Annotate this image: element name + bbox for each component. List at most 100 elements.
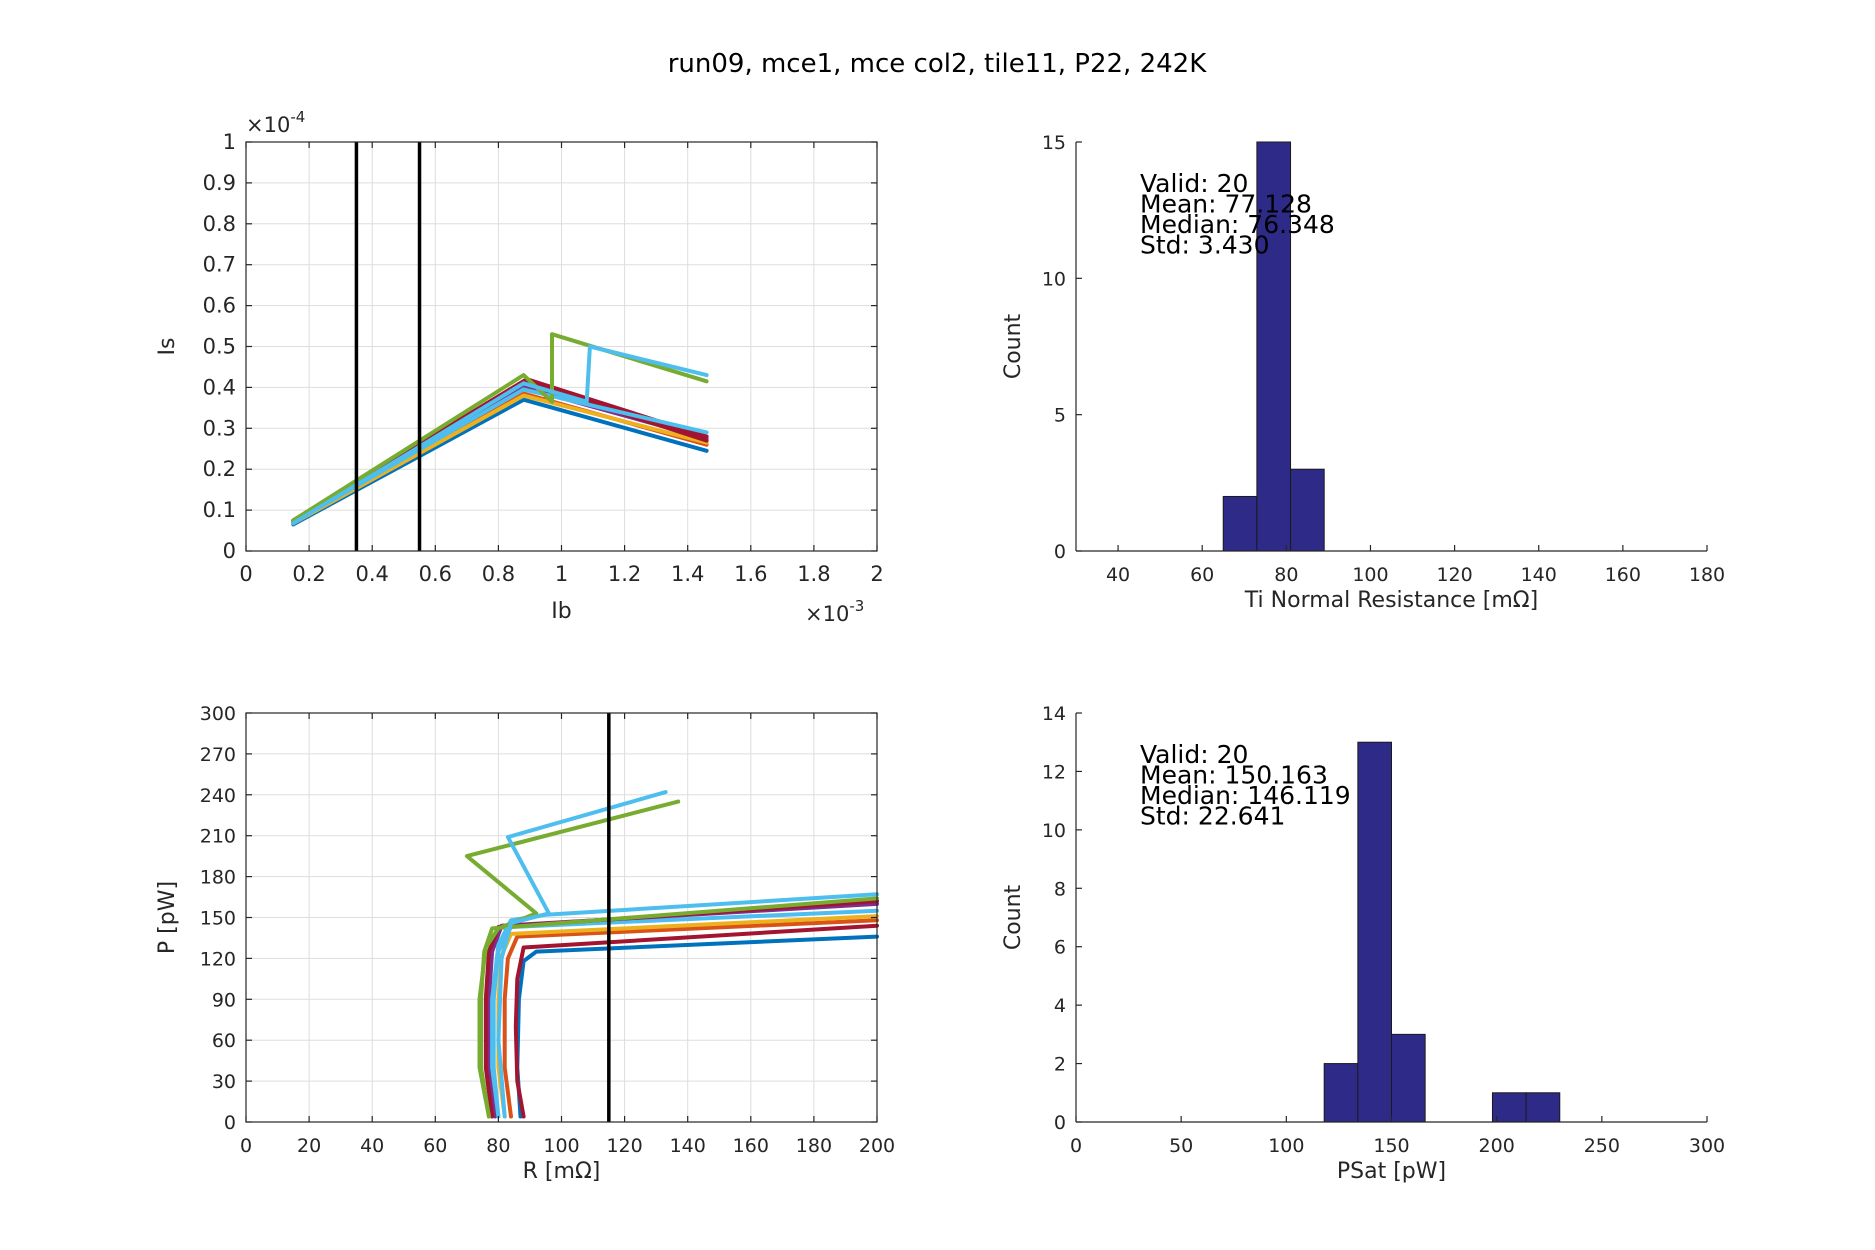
stats-line: Std: 22.641	[1140, 802, 1285, 831]
x-tick-label: 300	[1689, 1135, 1725, 1157]
power-resistance-axes: 0 20 40 60 80 100 120 140 160 180 200 0 30 60 90 120 150…	[155, 703, 895, 1184]
x-tick-label: 0.6	[419, 562, 452, 586]
x-tick-label: 40	[360, 1135, 384, 1157]
y-tick-label: 240	[200, 785, 236, 807]
x-tick-label: 20	[297, 1135, 321, 1157]
x-axis-label: PSat [pW]	[1337, 1159, 1446, 1184]
stats-line: Valid: 20	[1140, 740, 1248, 769]
y-tick-label: 180	[200, 867, 236, 889]
figure-title: run09, mce1, mce col2, tile11, P22, 242K	[668, 49, 1207, 79]
y-tick-label: 30	[212, 1071, 236, 1093]
y-tick-label: 0.9	[203, 171, 236, 195]
histogram-bar	[1525, 1092, 1561, 1123]
x-tick-label: 100	[1352, 564, 1388, 586]
y-tick-label: 10	[1042, 268, 1066, 290]
y-tick-label: 0.2	[203, 457, 236, 481]
x-tick-label: 1.4	[671, 562, 704, 586]
stats-line: Mean: 77.128	[1140, 190, 1312, 219]
y-tick-label: 6	[1054, 937, 1066, 959]
x-tick-label: 2	[870, 562, 883, 586]
stats-line: Std: 3.430	[1140, 231, 1269, 260]
histogram-bar	[1290, 468, 1325, 552]
y-tick-label: 12	[1042, 761, 1066, 783]
x-tick-label: 0.4	[355, 562, 388, 586]
x-tick-label: 150	[1373, 1135, 1409, 1157]
x-tick-label: 120	[606, 1135, 642, 1157]
histogram-bar	[1256, 141, 1292, 552]
x-tick-label: 180	[796, 1135, 832, 1157]
y-tick-label: 120	[200, 948, 236, 970]
x-tick-label: 0	[240, 1135, 252, 1157]
y-tick-label: 0.1	[203, 498, 236, 522]
y-axis-label: Count	[1001, 884, 1026, 950]
y-tick-label: 0	[1054, 541, 1066, 563]
y-tick-label: 210	[200, 826, 236, 848]
x-tick-label: 80	[486, 1135, 510, 1157]
x-tick-label: 1.2	[608, 562, 641, 586]
x-tick-label: 60	[423, 1135, 447, 1157]
x-tick-label: 200	[1479, 1135, 1515, 1157]
x-axis-label: Ib	[551, 599, 571, 624]
y-tick-label: 4	[1054, 995, 1066, 1017]
stats-line: Median: 146.119	[1140, 781, 1351, 810]
x-tick-label: 250	[1584, 1135, 1620, 1157]
y-tick-label: 14	[1042, 703, 1066, 725]
histogram-bar	[1323, 1063, 1359, 1123]
series-line	[496, 790, 668, 1119]
stats-line: Median: 76.348	[1140, 210, 1335, 239]
normal-resistance-histogram-axes: 40 60 80 100 120 140 160 180 0 5 10 15 Ti Normal Res…	[1001, 132, 1725, 613]
x-tick-label: 1.6	[734, 562, 767, 586]
y-tick-label: 0.6	[203, 294, 236, 318]
y-tick-label: 0.4	[203, 375, 236, 399]
series-line	[515, 934, 879, 1119]
y-tick-label: 0.3	[203, 416, 236, 440]
x-tick-label: 160	[733, 1135, 769, 1157]
x-tick-label: 0.2	[292, 562, 325, 586]
x-tick-label: 180	[1689, 564, 1725, 586]
x-tick-label: 0	[1070, 1135, 1082, 1157]
y-tick-label: 150	[200, 908, 236, 930]
x-axis-label: R [mΩ]	[523, 1159, 601, 1184]
histogram-bar	[1491, 1092, 1527, 1123]
series-line	[502, 918, 879, 1119]
x-tick-label: 160	[1605, 564, 1641, 586]
y-tick-label: 5	[1054, 405, 1066, 427]
x-tick-label: 60	[1190, 564, 1214, 586]
series-line	[291, 344, 709, 526]
y-tick-label: 0	[223, 539, 236, 563]
y-axis-label: Count	[1001, 313, 1026, 379]
x-tick-label: 100	[543, 1135, 579, 1157]
x-tick-label: 50	[1169, 1135, 1193, 1157]
y-tick-label: 1	[223, 130, 236, 154]
x-tick-label: 120	[1436, 564, 1472, 586]
y-tick-label: 300	[200, 703, 236, 725]
y-tick-label: 2	[1054, 1054, 1066, 1076]
histogram-bar	[1357, 741, 1393, 1123]
series-line	[513, 923, 879, 1119]
y-tick-label: 15	[1042, 132, 1066, 154]
stats-line: Valid: 20	[1140, 169, 1248, 198]
y-tick-label: 0	[224, 1112, 236, 1134]
y-axis-label: P [pW]	[155, 881, 180, 954]
x-tick-label: 1.8	[797, 562, 830, 586]
x-exponent-label: ×10-3	[805, 597, 864, 626]
x-tick-label: 1	[555, 562, 568, 586]
histogram-bar	[1222, 495, 1258, 552]
x-tick-label: 80	[1274, 564, 1298, 586]
series-line	[291, 393, 709, 526]
stats-line: Mean: 150.163	[1140, 761, 1328, 790]
y-exponent-label: ×10-4	[246, 108, 305, 137]
psat-histogram-axes: 0 50 100 150 200 250 300 0 2 4 6 8 10 12 14 PSat [pW] Co…	[1001, 703, 1725, 1184]
histogram-bar	[1391, 1033, 1426, 1123]
y-tick-label: 270	[200, 744, 236, 766]
y-tick-label: 0.7	[203, 253, 236, 277]
iv-curve-axes: 0 0.2 0.4 0.6 0.8 1 1.2 1.4 1.6 1.8 2 0 0.1 0.2 0.3 0.4…	[155, 108, 884, 626]
x-tick-label: 140	[1521, 564, 1557, 586]
x-axis-label: Ti Normal Resistance [mΩ]	[1244, 588, 1538, 613]
x-tick-label: 140	[670, 1135, 706, 1157]
y-tick-label: 10	[1042, 820, 1066, 842]
series-line	[491, 908, 879, 1119]
y-axis-label: Is	[155, 338, 180, 356]
x-tick-label: 0	[239, 562, 252, 586]
